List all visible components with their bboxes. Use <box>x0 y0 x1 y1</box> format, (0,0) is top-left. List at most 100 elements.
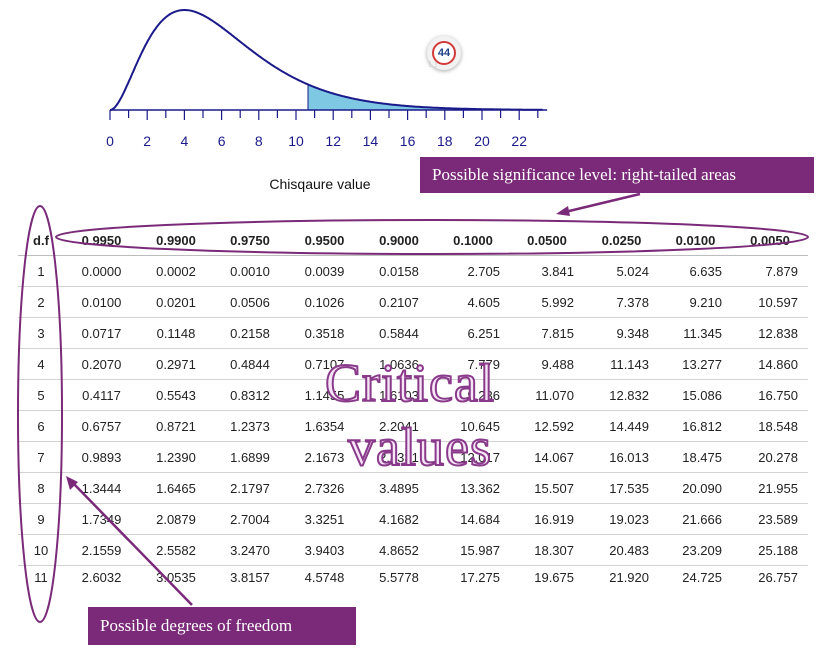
value-cell: 2.2041 <box>362 410 436 442</box>
value-cell: 3.2470 <box>213 534 287 566</box>
value-cell: 3.4895 <box>362 472 436 504</box>
value-cell: 4.1682 <box>362 503 436 535</box>
x-tick-label: 12 <box>325 133 341 149</box>
value-cell: 26.757 <box>758 570 798 583</box>
df-cell: 9 <box>18 503 64 535</box>
table-row: 10 2.1559 2.5582 3.2470 3.9403 4.8652 15.987 18… <box>18 534 808 566</box>
value-cell: 0.7107 <box>287 348 362 380</box>
column-header: 0.9950 <box>64 225 139 256</box>
value-cell: 0.2107 <box>362 286 436 318</box>
value-cell: 15.086 <box>659 379 732 411</box>
column-header: 0.9900 <box>139 225 213 256</box>
value-cell: 16.812 <box>659 410 732 442</box>
table-row: 1 0.0000 0.0002 0.0010 0.0039 0.0158 2.705 3.84… <box>18 255 808 287</box>
x-tick-label: 14 <box>363 133 379 149</box>
value-cell: 0.2158 <box>213 317 287 349</box>
df-cell: 11 <box>34 570 48 583</box>
column-header: 0.1000 <box>436 225 510 256</box>
badge-count: 44 <box>432 41 456 65</box>
value-cell: 0.0010 <box>213 255 287 287</box>
density-curve <box>109 9 543 111</box>
value-cell: 20.483 <box>584 534 659 566</box>
x-tick-label: 20 <box>474 133 490 149</box>
notification-badge[interactable]: 44 ⋮⋮ <box>427 36 461 70</box>
value-cell: 2.1673 <box>287 441 362 473</box>
value-cell: 4.5748 <box>304 570 345 583</box>
value-cell: 0.0000 <box>64 255 139 287</box>
value-cell: 0.8312 <box>213 379 287 411</box>
value-cell: 13.277 <box>659 348 732 380</box>
column-header: 0.9500 <box>287 225 362 256</box>
value-cell: 2.7326 <box>287 472 362 504</box>
table-container: d.f 0.9950 0.9900 0.9750 0.9500 0.9000 0… <box>18 225 808 583</box>
value-cell: 13.362 <box>436 472 510 504</box>
value-cell: 0.9893 <box>64 441 139 473</box>
drag-handle-icon[interactable]: ⋮⋮ <box>427 62 439 68</box>
value-cell: 18.475 <box>659 441 732 473</box>
x-axis-label: Chisqaure value <box>269 176 371 192</box>
value-cell: 0.0039 <box>287 255 362 287</box>
value-cell: 2.6032 <box>81 570 122 583</box>
value-cell: 11.143 <box>584 348 659 380</box>
x-tick-label: 4 <box>181 133 189 149</box>
x-tick-label: 22 <box>511 133 527 149</box>
value-cell: 0.2971 <box>139 348 213 380</box>
value-cell: 7.779 <box>436 348 510 380</box>
value-cell: 5.024 <box>584 255 659 287</box>
df-cell: 5 <box>18 379 64 411</box>
table-row: 2 0.0100 0.0201 0.0506 0.1026 0.2107 4.605 5.99… <box>18 286 808 318</box>
value-cell: 9.348 <box>584 317 659 349</box>
value-cell: 2.1797 <box>213 472 287 504</box>
value-cell: 5.992 <box>510 286 584 318</box>
value-cell: 0.0506 <box>213 286 287 318</box>
value-cell: 2.5582 <box>139 534 213 566</box>
df-cell: 1 <box>18 255 64 287</box>
value-cell: 5.5778 <box>379 570 419 583</box>
value-cell: 0.0201 <box>139 286 213 318</box>
value-cell: 2.1559 <box>64 534 139 566</box>
value-cell: 1.1455 <box>287 379 362 411</box>
df-cell: 3 <box>18 317 64 349</box>
value-cell: 0.8721 <box>139 410 213 442</box>
x-tick-label: 10 <box>288 133 304 149</box>
value-cell: 1.6103 <box>362 379 436 411</box>
column-header: 0.0500 <box>510 225 584 256</box>
value-cell: 1.6899 <box>213 441 287 473</box>
value-cell: 16.919 <box>510 503 584 535</box>
table-row: 8 1.3444 1.6465 2.1797 2.7326 3.4895 13.362 15.… <box>18 472 808 504</box>
df-column-header: d.f <box>18 225 64 256</box>
value-cell: 14.684 <box>436 503 510 535</box>
column-header: 0.0100 <box>659 225 732 256</box>
value-cell: 9.236 <box>436 379 510 411</box>
value-cell: 2.7004 <box>213 503 287 535</box>
value-cell: 20.090 <box>659 472 732 504</box>
critical-values-label-line2: values <box>347 417 492 477</box>
value-cell: 3.9403 <box>287 534 362 566</box>
value-cell: 21.955 <box>732 472 808 504</box>
table-row: 9 1.7349 2.0879 2.7004 3.3251 4.1682 14.684 16.… <box>18 503 808 535</box>
value-cell: 1.3444 <box>64 472 139 504</box>
value-cell: 0.6757 <box>64 410 139 442</box>
table-row: 11 2.6032 3.0535 3.8157 4.5748 5.5778 17.275 19… <box>18 566 808 583</box>
value-cell: 21.920 <box>609 570 649 583</box>
value-cell: 16.750 <box>732 379 808 411</box>
value-cell: 7.879 <box>732 255 808 287</box>
critical-values-label-line1: Critical <box>324 353 495 413</box>
value-cell: 21.666 <box>659 503 732 535</box>
value-cell: 24.725 <box>682 570 722 583</box>
value-cell: 6.251 <box>436 317 510 349</box>
value-cell: 12.838 <box>732 317 808 349</box>
value-cell: 3.841 <box>510 255 584 287</box>
df-cell: 2 <box>18 286 64 318</box>
value-cell: 19.023 <box>584 503 659 535</box>
table-row: 3 0.0717 0.1148 0.2158 0.3518 0.5844 6.251 7.81… <box>18 317 808 349</box>
value-cell: 12.592 <box>510 410 584 442</box>
value-cell: 10.597 <box>732 286 808 318</box>
value-cell: 9.210 <box>659 286 732 318</box>
value-cell: 0.0158 <box>362 255 436 287</box>
significance-callout: Possible significance level: right-taile… <box>420 157 814 193</box>
value-cell: 1.6465 <box>139 472 213 504</box>
value-cell: 16.013 <box>584 441 659 473</box>
value-cell: 12.832 <box>584 379 659 411</box>
value-cell: 0.1026 <box>287 286 362 318</box>
